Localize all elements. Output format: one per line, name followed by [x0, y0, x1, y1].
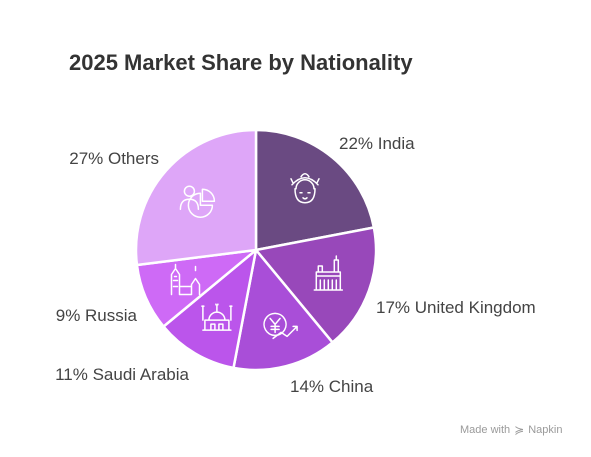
watermark-text: Made with [460, 424, 511, 436]
slice-label-india: 22% India [339, 134, 415, 153]
watermark-brand: Napkin [528, 424, 563, 436]
slice-label-others: 27% Others [69, 149, 159, 168]
chart-title: 2025 Market Share by Nationality [69, 50, 413, 75]
slice-label-united-kingdom: 17% United Kingdom [376, 298, 536, 317]
pie-slice-others[interactable] [134, 128, 258, 267]
yuan-growth-icon [263, 312, 298, 340]
slice-label-saudi-arabia: 11% Saudi Arabia [55, 365, 189, 384]
slice-icons [170, 173, 344, 340]
slice-label-russia: 9% Russia [56, 306, 138, 325]
mosque-icon [201, 303, 233, 331]
parliament-building-icon [313, 255, 344, 291]
people-pie-icon [179, 185, 216, 218]
kremlin-towers-icon [170, 263, 201, 296]
napkin-logo-icon: ≽ [514, 423, 525, 437]
pie-slice-saudi-arabia[interactable] [162, 248, 258, 370]
napkin-watermark[interactable]: Made with ≽ Napkin [460, 423, 562, 437]
pie-slices [134, 128, 378, 372]
woman-with-headdress-icon [290, 173, 320, 204]
slice-label-china: 14% China [290, 377, 374, 396]
slice-labels: 22% India 17% United Kingdom 14% China 11% … [55, 134, 536, 396]
pie-slice-china[interactable] [232, 248, 334, 372]
